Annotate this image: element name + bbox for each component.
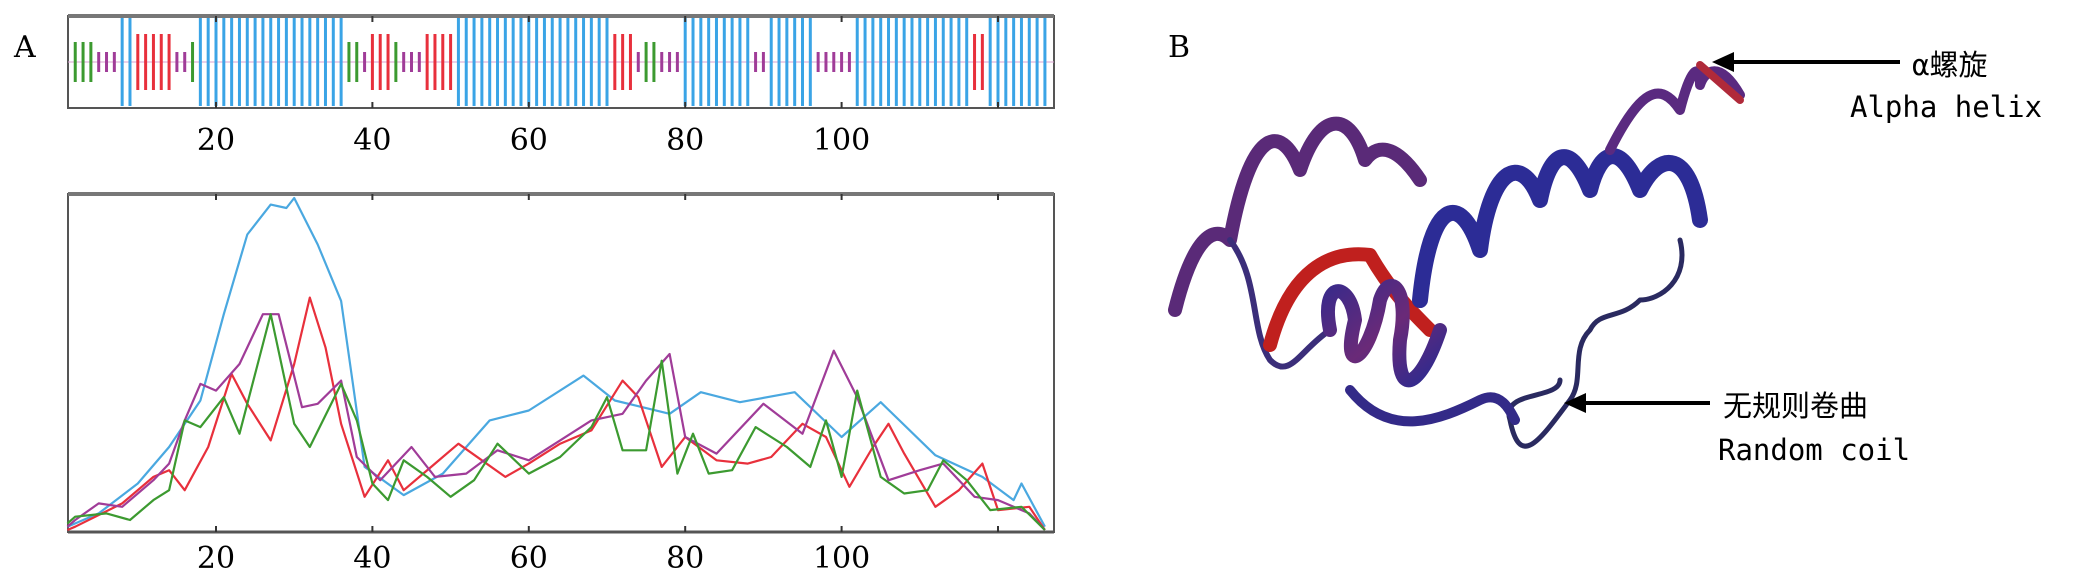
ribbon-random-coil (1506, 237, 1685, 449)
plot-frame (67, 193, 1055, 533)
plot-x-axis: 20 40 60 80 100 (197, 194, 999, 576)
plot-tick-label: 60 (510, 541, 548, 576)
track-x-axis: 20 40 60 80 100 (197, 16, 999, 158)
plot-tick-label: 80 (666, 541, 704, 576)
secondary-structure-track (67, 14, 1055, 109)
plot-tick-label: 100 (813, 541, 870, 576)
helix-arrow (1712, 52, 1900, 72)
coil-label-cn: 无规则卷曲 (1723, 389, 1869, 423)
series-line-coil (66, 313, 1046, 531)
profile-plot (66, 192, 1055, 534)
plot-tick-label: 40 (353, 541, 391, 576)
ribbon-helix-right (1412, 148, 1708, 308)
helix-label-en: Alpha helix (1850, 90, 2043, 124)
ribbon-lower-loop (1345, 385, 1520, 427)
track-tick-label: 40 (353, 123, 391, 158)
ribbon-helix-center (1321, 279, 1447, 388)
coil-label-en: Random coil (1718, 433, 1911, 467)
track-tick-label: 60 (510, 123, 548, 158)
track-tick-label: 80 (666, 123, 704, 158)
helix-label-cn: α螺旋 (1912, 48, 1988, 82)
ribbon-helix-tip (1696, 61, 1744, 104)
series-line-helix (66, 196, 1046, 528)
panel-b-label: B (1168, 30, 1191, 65)
panel-a-label: A (14, 30, 36, 65)
ribbon-helix-left (1168, 116, 1427, 317)
panel-a-chart: 20 40 60 80 100 20 40 60 80 100 (66, 14, 1055, 576)
plot-tick-label: 20 (197, 541, 235, 576)
ribbon-coil-left (1227, 237, 1333, 370)
coil-arrow (1564, 393, 1710, 413)
track-tick-label: 20 (197, 123, 235, 158)
series-line-turn (66, 313, 1046, 531)
track-tick-label: 100 (813, 123, 870, 158)
